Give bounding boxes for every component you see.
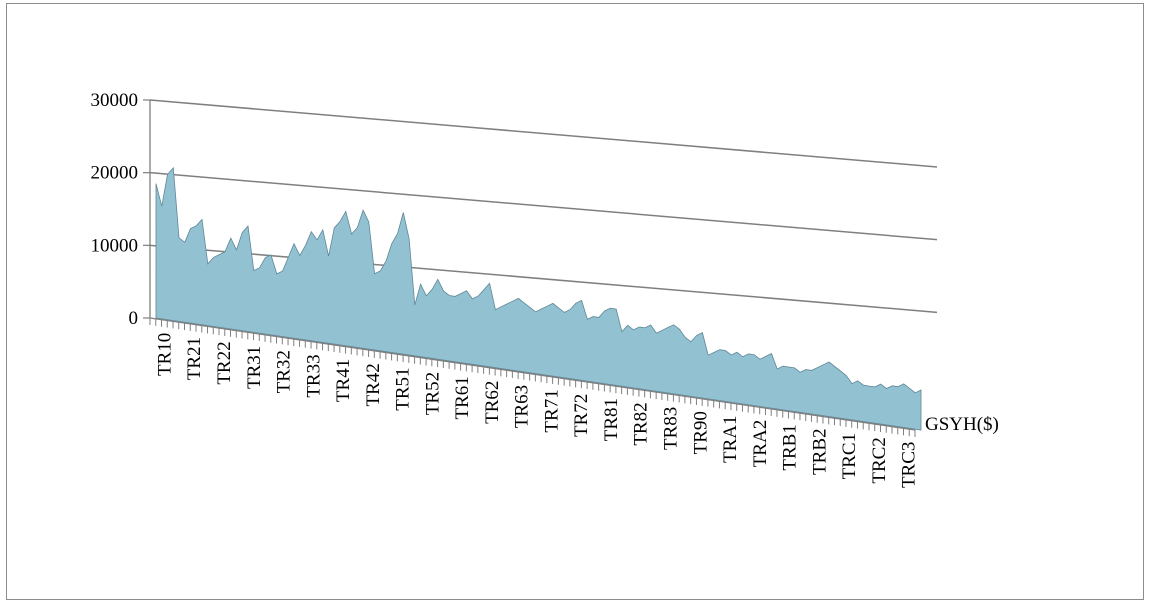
category-label: TR22 [214, 341, 235, 384]
category-label: TR62 [482, 381, 503, 424]
category-axis-line [149, 317, 916, 431]
value-axis-ticks: 0 10000 20000 30000 [91, 90, 150, 329]
category-label: TR71 [541, 389, 562, 432]
category-label: TR33 [303, 354, 324, 397]
category-label: TR42 [363, 363, 384, 406]
category-axis-ticks [149, 318, 916, 437]
category-label: TR90 [690, 411, 711, 454]
gridline [149, 244, 938, 314]
area-series-shape [155, 166, 922, 431]
gridline [149, 171, 938, 241]
category-label: TRC2 [869, 437, 890, 483]
gridline [149, 99, 938, 168]
value-axis-tick-label: 0 [129, 308, 139, 329]
category-label: TR83 [661, 407, 682, 450]
axes [149, 100, 916, 431]
category-label: TRC3 [899, 442, 920, 488]
category-label: TR32 [274, 350, 295, 393]
category-label: TR82 [631, 402, 652, 445]
value-axis-tick-label: 10000 [91, 235, 139, 256]
category-label: TR61 [452, 376, 473, 419]
category-label: TR81 [601, 398, 622, 441]
depth-axis-label: GSYH($) [925, 414, 999, 435]
category-label: TR63 [512, 385, 533, 428]
category-label: TR41 [333, 359, 354, 402]
category-label: TR21 [184, 337, 205, 380]
category-label: TRB1 [780, 424, 801, 470]
category-label: TR31 [244, 346, 265, 389]
value-axis-tick-label: 20000 [91, 163, 139, 184]
category-label: TRA2 [750, 420, 771, 468]
category-label: TRB2 [809, 429, 830, 475]
category-label: TR52 [422, 372, 443, 415]
category-label: TRC1 [839, 433, 860, 479]
value-axis-tick-label: 30000 [91, 90, 139, 111]
area-series [155, 166, 922, 431]
category-label: TR10 [155, 333, 176, 376]
category-label: TR72 [571, 394, 592, 437]
category-axis-labels: TR10 TR21 TR22 TR31 TR32 TR33 TR41 TR42 TR51 TR52… [155, 333, 920, 488]
gridlines [149, 99, 938, 314]
category-label: TRA1 [720, 416, 741, 464]
category-label: TR51 [393, 368, 414, 411]
